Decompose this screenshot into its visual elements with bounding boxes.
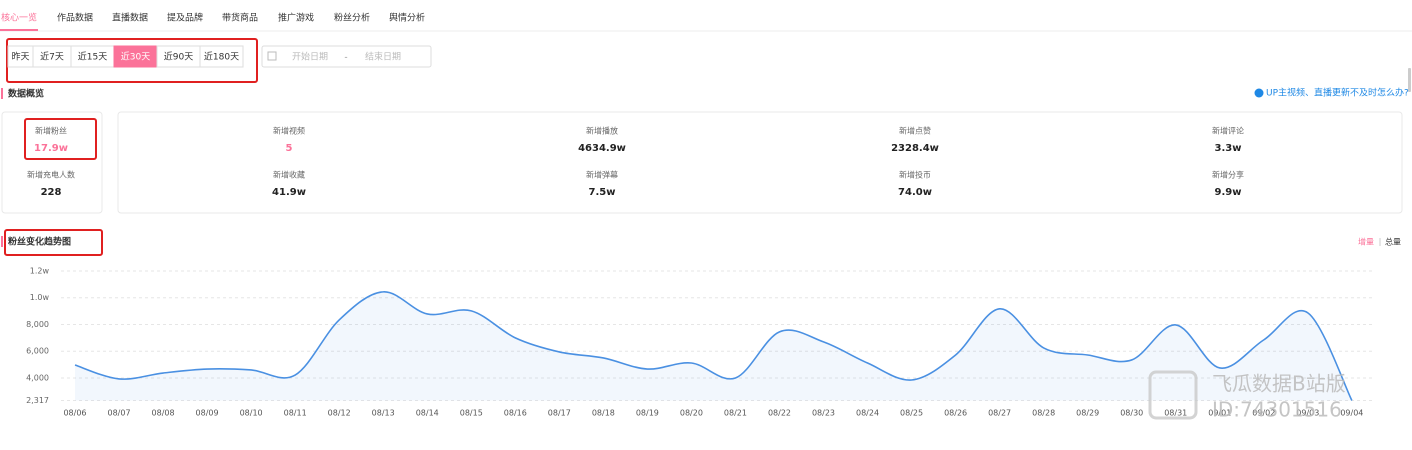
watermark-logo bbox=[1148, 370, 1198, 420]
y-tick-label: 2,317 bbox=[26, 396, 49, 405]
x-tick-label: 08/20 bbox=[680, 409, 703, 418]
x-tick-label: 08/19 bbox=[636, 409, 659, 418]
highlight-box bbox=[4, 229, 103, 256]
help-link[interactable]: UP主视频、直播更新不及时怎么办? bbox=[1266, 87, 1409, 99]
stat-value: 5 bbox=[286, 143, 293, 154]
stat-value: 41.9w bbox=[272, 187, 306, 198]
stat-label: 新增点赞 bbox=[899, 126, 931, 136]
x-tick-label: 08/28 bbox=[1032, 409, 1055, 418]
date-separator: - bbox=[344, 53, 347, 63]
start-date-input[interactable]: 开始日期 bbox=[292, 51, 328, 63]
stat-card bbox=[117, 111, 1403, 214]
date-filter-label[interactable]: 近90天 bbox=[164, 51, 193, 63]
y-tick-label: 8,000 bbox=[26, 320, 49, 329]
x-tick-label: 08/07 bbox=[107, 409, 130, 418]
stat-value: 7.5w bbox=[589, 187, 616, 198]
stat-value: 74.0w bbox=[898, 187, 932, 198]
x-tick-label: 09/02 bbox=[1252, 409, 1275, 418]
x-tick-label: 09/04 bbox=[1340, 409, 1363, 418]
y-tick-label: 1.2w bbox=[30, 267, 50, 276]
x-tick-label: 08/25 bbox=[900, 409, 923, 418]
x-tick-label: 08/12 bbox=[328, 409, 351, 418]
date-filter-label[interactable]: 近15天 bbox=[78, 51, 107, 63]
highlight-box bbox=[6, 38, 258, 83]
watermark-id: ID:74301516 bbox=[1212, 398, 1342, 422]
x-tick-label: 08/23 bbox=[812, 409, 835, 418]
x-tick-label: 08/26 bbox=[944, 409, 967, 418]
x-tick-label: 08/22 bbox=[768, 409, 791, 418]
area-fill bbox=[75, 291, 1352, 401]
stat-label: 新增视频 bbox=[273, 126, 305, 136]
y-tick-label: 4,000 bbox=[26, 373, 49, 382]
x-tick-label: 08/18 bbox=[592, 409, 615, 418]
date-range-box[interactable] bbox=[261, 45, 432, 68]
stat-label: 新增弹幕 bbox=[586, 170, 618, 180]
nav-tab[interactable]: 带货商品 bbox=[222, 12, 258, 24]
trend-toggle[interactable]: 增量 bbox=[1358, 237, 1374, 247]
x-tick-label: 09/01 bbox=[1208, 409, 1231, 418]
highlight-box bbox=[24, 118, 97, 160]
x-tick-label: 08/10 bbox=[240, 409, 263, 418]
date-filter-button[interactable] bbox=[199, 45, 244, 68]
x-tick-label: 08/21 bbox=[724, 409, 747, 418]
x-tick-label: 08/13 bbox=[372, 409, 395, 418]
scrollbar[interactable] bbox=[1408, 68, 1411, 92]
stat-value: 4634.9w bbox=[578, 143, 626, 154]
nav-tab[interactable]: 粉丝分析 bbox=[334, 12, 370, 24]
x-tick-label: 08/11 bbox=[284, 409, 307, 418]
stat-label: 新增评论 bbox=[1212, 126, 1244, 136]
nav-tab[interactable]: 直播数据 bbox=[112, 12, 148, 24]
stat-card bbox=[1, 111, 103, 214]
stat-label: 新增粉丝 bbox=[35, 126, 67, 136]
x-tick-label: 08/09 bbox=[196, 409, 219, 418]
chart-title: 粉丝变化趋势图 bbox=[8, 236, 71, 248]
x-tick-label: 08/16 bbox=[504, 409, 527, 418]
date-filter-label[interactable]: 近7天 bbox=[40, 51, 64, 63]
nav-tab[interactable]: 提及品牌 bbox=[167, 12, 203, 24]
y-tick-label: 6,000 bbox=[26, 347, 49, 356]
stat-label: 新增充电人数 bbox=[27, 170, 75, 180]
date-filter-label[interactable]: 昨天 bbox=[11, 51, 29, 63]
stat-value: 228 bbox=[41, 187, 62, 198]
nav-tab[interactable]: 推广游戏 bbox=[278, 12, 314, 24]
nav-tab[interactable]: 核心一览 bbox=[1, 12, 37, 24]
help-icon bbox=[1254, 88, 1264, 98]
x-tick-label: 08/17 bbox=[548, 409, 571, 418]
stat-label: 新增投币 bbox=[899, 170, 931, 180]
x-tick-label: 08/31 bbox=[1164, 409, 1187, 418]
active-tab-underline bbox=[0, 29, 38, 31]
section-marker bbox=[1, 88, 3, 99]
stat-label: 新增收藏 bbox=[273, 170, 305, 180]
nav-tab[interactable]: 舆情分析 bbox=[389, 12, 425, 24]
y-tick-label: 1.0w bbox=[30, 293, 50, 302]
watermark-brand: 飞瓜数据B站版 bbox=[1212, 372, 1346, 396]
x-tick-label: 08/24 bbox=[856, 409, 879, 418]
end-date-input[interactable]: 结束日期 bbox=[365, 51, 401, 63]
x-tick-label: 08/29 bbox=[1076, 409, 1099, 418]
line bbox=[74, 291, 1353, 401]
x-tick-label: 09/03 bbox=[1296, 409, 1319, 418]
x-tick-label: 08/08 bbox=[152, 409, 175, 418]
trend-toggle[interactable]: 总量 bbox=[1385, 237, 1401, 247]
x-tick-label: 08/15 bbox=[460, 409, 483, 418]
stat-label: 新增分享 bbox=[1212, 170, 1244, 180]
x-tick-label: 08/27 bbox=[988, 409, 1011, 418]
chart: 2,317 4,000 6,000 8,000 1.0w 1.2w 08/06 08/07 08… bbox=[26, 267, 1375, 418]
section-title: 数据概览 bbox=[8, 88, 44, 100]
stat-value: 3.3w bbox=[1215, 143, 1242, 154]
x-tick-label: 08/06 bbox=[63, 409, 86, 418]
stat-label: 新增播放 bbox=[586, 126, 618, 136]
section-marker bbox=[1, 236, 3, 247]
date-filter-label[interactable]: 近180天 bbox=[204, 51, 239, 63]
x-tick-label: 08/30 bbox=[1120, 409, 1143, 418]
nav-tab[interactable]: 作品数据 bbox=[57, 12, 93, 24]
x-tick-label: 08/14 bbox=[416, 409, 439, 418]
stat-value: 9.9w bbox=[1215, 187, 1242, 198]
stat-value: 2328.4w bbox=[891, 143, 939, 154]
calendar-icon bbox=[267, 51, 277, 61]
stat-value: 17.9w bbox=[34, 143, 68, 154]
date-filter-label[interactable]: 近30天 bbox=[121, 51, 150, 63]
